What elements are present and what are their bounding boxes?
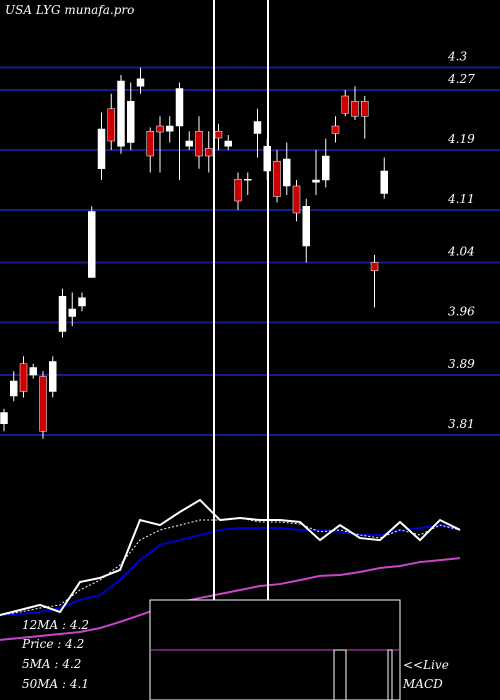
candle-body	[263, 146, 271, 172]
y-tick-label: 4.11	[447, 192, 475, 206]
candle-body	[10, 380, 18, 397]
candle-body	[331, 125, 340, 134]
candle-body	[205, 148, 213, 157]
macd-signal	[149, 649, 393, 700]
candle-body	[253, 121, 262, 134]
y-tick-label: 4.19	[447, 132, 475, 146]
candle-body	[107, 108, 115, 142]
candle-body	[361, 101, 369, 117]
candle-body	[195, 131, 203, 157]
candle-body	[58, 296, 67, 332]
candle-body	[224, 140, 232, 147]
y-tick-label: 3.96	[448, 305, 475, 319]
candle-body	[127, 101, 135, 143]
candle-body	[78, 297, 86, 307]
candle-body	[214, 131, 223, 139]
candle-body	[185, 140, 193, 147]
indicator-line	[0, 557, 461, 641]
candle-body	[283, 158, 291, 187]
candle-body	[341, 95, 349, 114]
candle-body	[117, 80, 125, 147]
live-label: <<Live	[403, 658, 449, 672]
y-tick-label: 3.89	[448, 357, 475, 371]
candle-body	[380, 170, 388, 194]
info-label: 5MA : 4.2	[22, 657, 81, 671]
candle-body	[0, 412, 8, 424]
candle-body	[302, 206, 310, 247]
candle-body	[244, 179, 252, 181]
info-label: 50MA : 4.1	[22, 677, 89, 691]
info-label: Price : 4.2	[21, 637, 84, 651]
indicator-line	[0, 524, 461, 617]
candle-body	[88, 211, 96, 278]
info-label: 12MA : 4.2	[22, 618, 89, 632]
candle-body	[273, 161, 281, 197]
y-tick-label: 3.81	[448, 417, 475, 431]
candle-body	[312, 179, 320, 183]
indicator-line	[0, 517, 461, 616]
candle-body	[29, 367, 37, 376]
y-tick-label: 4.3	[447, 50, 467, 64]
candle-body	[166, 125, 174, 132]
macd-label: MACD	[402, 677, 443, 691]
candle-body	[19, 363, 28, 392]
y-tick-label: 4.04	[447, 245, 475, 259]
candle-body	[97, 128, 106, 169]
y-tick-label: 4.27	[447, 72, 475, 86]
candle-body	[39, 376, 47, 432]
candle-body	[175, 88, 184, 127]
candle-body	[156, 125, 164, 133]
candle-body	[68, 308, 76, 317]
indicator-line	[0, 498, 461, 617]
candle-body	[146, 131, 154, 157]
candle-body	[370, 262, 379, 271]
candle-body	[292, 185, 301, 214]
candle-body	[234, 179, 242, 202]
candle-body	[136, 78, 145, 87]
chart-title: USA LYG munafa.pro	[5, 3, 134, 17]
candle-body	[351, 101, 359, 117]
candle-body	[49, 361, 57, 392]
candle-body	[322, 155, 330, 181]
